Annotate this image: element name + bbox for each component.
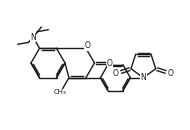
Text: N: N <box>140 73 146 82</box>
Text: CH₃: CH₃ <box>54 89 67 95</box>
Text: O: O <box>113 69 119 78</box>
Text: N: N <box>30 32 36 41</box>
Text: O: O <box>168 69 174 78</box>
Text: O: O <box>85 41 90 50</box>
Text: O: O <box>107 58 113 67</box>
